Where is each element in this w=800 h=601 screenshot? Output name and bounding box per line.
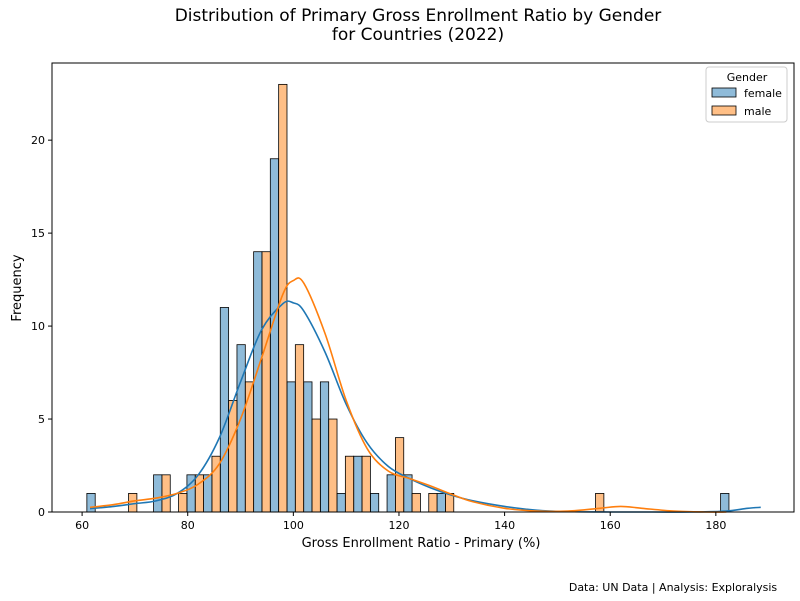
bar-male-bin-8 xyxy=(228,400,238,513)
chart-title-line2: for Countries (2022) xyxy=(332,25,504,45)
bar-female-bin-18 xyxy=(386,474,396,513)
bar-female-bin-7 xyxy=(203,474,213,513)
bar-male-bin-12 xyxy=(294,344,305,513)
bar-male-bin-4 xyxy=(161,474,171,513)
y-tick-label: 5 xyxy=(38,413,45,426)
y-tick-label: 15 xyxy=(31,227,45,240)
bar-female-bin-14 xyxy=(319,381,330,513)
plot-frame xyxy=(51,62,795,513)
bar-female-bin-38 xyxy=(720,493,730,513)
legend-label-female: female xyxy=(744,87,782,100)
x-axis: 60 80 100 120 140 160 180 xyxy=(75,512,726,532)
bar-male-bin-10 xyxy=(261,251,271,513)
bar-female-bin-8 xyxy=(219,307,230,513)
bar-female-bin-10 xyxy=(253,251,263,513)
bar-male-bin-15 xyxy=(344,455,355,513)
bar-female-bin-11 xyxy=(269,158,280,513)
bar-female-bin-21 xyxy=(436,493,446,513)
bar-female-bin-19 xyxy=(403,474,413,513)
plot-area: 60 80 100 120 140 160 180 0 5 10 15 20 xyxy=(31,62,795,532)
bar-female-bin-15 xyxy=(336,493,346,513)
y-tick-label: 20 xyxy=(31,134,45,147)
x-tick-label: 140 xyxy=(494,519,515,532)
plot-background xyxy=(52,63,794,512)
legend-swatch-male xyxy=(711,105,737,116)
legend-label-male: male xyxy=(744,105,772,118)
bar-male-bin-11 xyxy=(278,83,288,513)
bar-male-bin-20 xyxy=(428,493,438,513)
y-axis: 0 5 10 15 20 xyxy=(31,134,52,519)
bar-female-bin-17 xyxy=(369,493,380,513)
x-tick-label: 160 xyxy=(600,519,621,532)
bar-male-bin-5 xyxy=(178,493,188,513)
x-tick-label: 60 xyxy=(75,519,89,532)
y-axis-label: Frequency xyxy=(10,254,25,321)
bar-male-bin-13 xyxy=(311,418,321,513)
x-axis-label: Gross Enrollment Ratio - Primary (%) xyxy=(302,536,541,551)
legend-title: Gender xyxy=(727,71,768,84)
bars-group xyxy=(86,83,730,513)
bar-male-bin-14 xyxy=(328,418,338,513)
bar-female-bin-13 xyxy=(303,381,313,513)
x-tick-label: 120 xyxy=(388,519,409,532)
x-tick-label: 180 xyxy=(705,519,726,532)
bar-male-bin-16 xyxy=(361,455,371,513)
bar-male-bin-2 xyxy=(128,493,138,513)
y-tick-label: 10 xyxy=(31,320,45,333)
x-tick-label: 100 xyxy=(283,519,304,532)
footer-credit: Data: UN Data | Analysis: Exploralysis xyxy=(569,581,778,594)
y-tick-label: 0 xyxy=(38,506,45,519)
x-tick-label: 80 xyxy=(181,519,195,532)
legend-swatch-female xyxy=(711,87,737,98)
bar-female-bin-9 xyxy=(236,344,246,513)
legend: Gender female male xyxy=(705,66,788,123)
bar-male-bin-19 xyxy=(411,493,421,513)
bar-female-bin-12 xyxy=(286,381,296,513)
kde-curve-male xyxy=(89,277,727,513)
bar-female-bin-4 xyxy=(153,474,163,513)
bar-female-bin-16 xyxy=(353,455,363,513)
chart-title-line1: Distribution of Primary Gross Enrollment… xyxy=(175,6,662,26)
